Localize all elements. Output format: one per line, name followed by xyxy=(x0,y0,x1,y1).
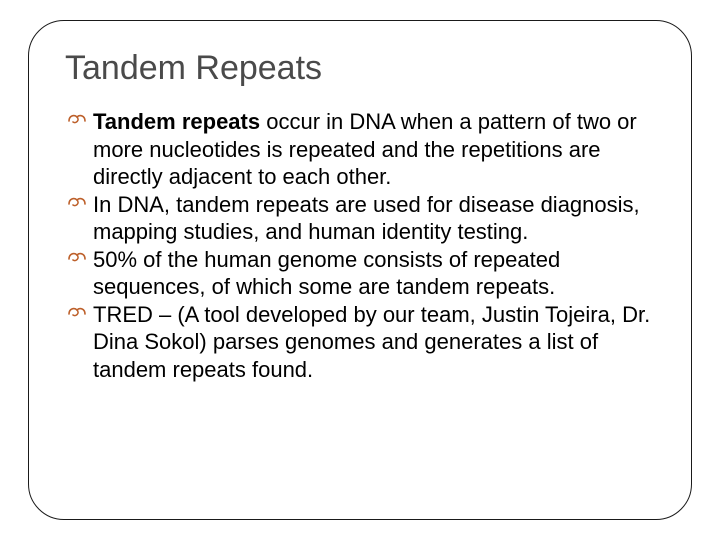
slide-frame: Tandem Repeats Tandem repeats occur in D… xyxy=(28,20,692,520)
slide-title: Tandem Repeats xyxy=(65,49,655,88)
slide-body: Tandem repeats occur in DNA when a patte… xyxy=(65,108,655,383)
bullet-rest: TRED – (A tool developed by our team, Ju… xyxy=(93,302,650,382)
bullet-item: In DNA, tandem repeats are used for dise… xyxy=(65,191,655,246)
bullet-marker-icon xyxy=(65,108,89,136)
bullet-item: 50% of the human genome consists of repe… xyxy=(65,246,655,301)
bullet-text: Tandem repeats occur in DNA when a patte… xyxy=(93,108,655,191)
bullet-item: Tandem repeats occur in DNA when a patte… xyxy=(65,108,655,191)
bullet-item: TRED – (A tool developed by our team, Ju… xyxy=(65,301,655,384)
bullet-rest: In DNA, tandem repeats are used for dise… xyxy=(93,192,640,245)
bullet-strong: Tandem repeats xyxy=(93,109,260,134)
bullet-marker-icon xyxy=(65,246,89,274)
bullet-text: TRED – (A tool developed by our team, Ju… xyxy=(93,301,655,384)
bullet-text: 50% of the human genome consists of repe… xyxy=(93,246,655,301)
slide: Tandem Repeats Tandem repeats occur in D… xyxy=(0,0,720,540)
bullet-marker-icon xyxy=(65,191,89,219)
bullet-text: In DNA, tandem repeats are used for dise… xyxy=(93,191,655,246)
bullet-rest: 50% of the human genome consists of repe… xyxy=(93,247,560,300)
bullet-marker-icon xyxy=(65,301,89,329)
